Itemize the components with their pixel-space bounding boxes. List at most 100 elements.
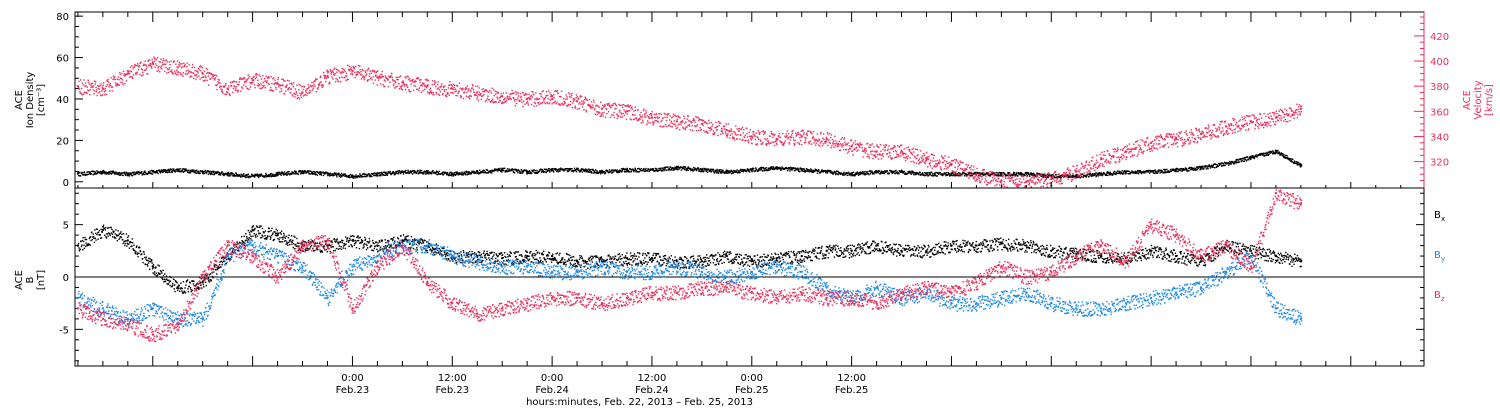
density-series-point [289,174,291,176]
density-series-point [558,168,560,170]
density-series-point [242,175,244,177]
density-series-point [1012,173,1014,175]
density-series-point [159,171,161,173]
density-series-point [758,168,760,170]
density-series-point [754,169,757,172]
velocity-series-point [206,79,208,81]
velocity-series-point [335,77,337,80]
density-series-point [732,172,735,174]
density-series-point [1117,170,1119,172]
velocity-series-point [166,61,168,63]
density-series-point [167,168,170,171]
density-series-point [744,168,746,171]
velocity-series-point [144,69,147,71]
density-series-point [759,168,761,170]
density-series-point [368,175,371,177]
density-tick-label: 20 [56,136,69,147]
velocity-series-point [788,132,790,135]
density-series-point [915,172,917,174]
density-series-point [1127,172,1129,175]
velocity-series-point [559,104,561,106]
velocity-series-point [526,100,529,103]
density-series-marker [950,172,953,175]
density-series-point [127,174,130,176]
velocity-series-point [519,99,521,102]
density-series-point [182,171,185,173]
velocity-series-point [217,81,219,83]
density-series-point [1208,164,1210,166]
velocity-series-point [716,125,719,128]
velocity-series-point [517,97,519,99]
velocity-series-point [143,69,145,72]
velocity-series-point [182,72,185,74]
velocity-series-point [733,139,736,141]
velocity-series-point [709,129,711,132]
density-series-point [434,171,436,173]
density-series-point [695,168,697,170]
velocity-series-point [159,71,161,73]
velocity-series-point [179,63,182,65]
density-series-point [1082,176,1084,178]
density-series-point [166,169,168,171]
density-series-marker [925,172,928,175]
density-series-point [538,170,541,173]
density-series-point [682,165,685,168]
density-series-point [362,175,364,178]
density-series-point [818,170,820,172]
velocity-tick-label: 420 [1430,32,1449,43]
density-series-point [660,167,662,169]
density-series-point [111,171,113,174]
density-series-point [193,169,195,171]
density-series-point [624,171,626,173]
density-series-point [911,170,913,172]
velocity-series-point [112,86,114,88]
velocity-series-point [449,81,451,83]
density-series-point [340,176,342,178]
density-series-point [991,173,993,176]
density-series-point [506,168,509,170]
velocity-series-point [727,123,730,125]
density-series-point [370,172,373,175]
density-series-point [1179,168,1182,170]
density-series-point [1036,172,1038,174]
velocity-series-point [397,76,399,79]
velocity-series-point [99,91,101,93]
density-series-point [1021,174,1023,176]
velocity-series-point [389,81,391,83]
density-series-point [1061,175,1064,177]
density-series-point [770,166,772,168]
density-series-point [330,174,333,176]
density-series-point [915,173,918,175]
velocity-series-point [547,98,549,100]
velocity-series-point [418,89,420,92]
density-series-point [1106,171,1108,173]
density-series-point [447,173,449,176]
density-series-point [589,169,591,172]
velocity-series-point [466,91,468,94]
density-series-point [117,172,119,174]
velocity-series-point [368,79,370,81]
density-series-point [355,175,358,178]
density-series-point [951,175,953,177]
density-series-point [257,175,259,177]
density-series-point [953,174,955,177]
density-series-point [615,170,618,173]
density-series-point [914,173,917,176]
velocity-series-point [169,64,171,66]
density-series-point [810,168,812,170]
velocity-series-point [862,156,864,158]
density-series-point [564,169,566,171]
density-series-point [189,169,191,171]
density-series-point [708,168,710,171]
density-series-point [891,170,893,172]
density-series-point [588,171,590,173]
density-series-point [719,172,722,174]
velocity-series-point [145,64,147,66]
density-series-point [265,174,267,176]
density-series-point [743,170,746,172]
density-series-point [878,170,881,173]
density-series-point [231,173,234,175]
density-series-point [995,174,997,176]
density-series-point [230,174,232,176]
velocity-series-point [440,85,442,87]
